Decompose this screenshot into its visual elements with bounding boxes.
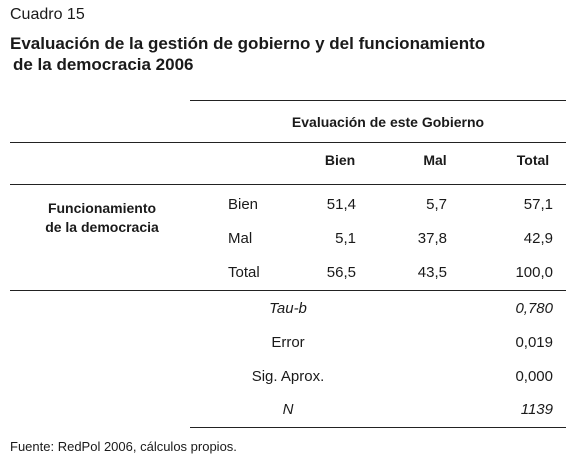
table-cell: 43,5 bbox=[417, 264, 447, 281]
table-cell: 42,9 bbox=[523, 230, 553, 247]
row-group-label: Funcionamiento de la democracia bbox=[32, 199, 172, 237]
table-cell: 51,4 bbox=[326, 196, 356, 213]
column-header-mal: Mal bbox=[423, 152, 447, 168]
stat-value-sig: 0,000 bbox=[515, 368, 553, 385]
rule-bottom bbox=[190, 427, 566, 428]
stat-label-error: Error bbox=[271, 334, 305, 351]
rule-stats bbox=[10, 290, 566, 291]
group-header: Evaluación de este Gobierno bbox=[291, 114, 485, 130]
table-title-line-2: de la democracia 2006 bbox=[13, 55, 194, 74]
table-cell: 100,0 bbox=[515, 264, 553, 281]
source-note: Fuente: RedPol 2006, cálculos propios. bbox=[10, 439, 237, 454]
row-group-label-line-1: Funcionamiento bbox=[47, 200, 157, 216]
stat-value-error: 0,019 bbox=[515, 334, 553, 351]
stat-label-sig: Sig. Aprox. bbox=[251, 368, 325, 385]
table-caption: Cuadro 15 bbox=[10, 6, 85, 23]
stat-label-n: N bbox=[282, 401, 294, 418]
rule-header bbox=[10, 142, 566, 143]
row-label-total: Total bbox=[228, 264, 260, 281]
stat-value-n: 1139 bbox=[520, 401, 553, 418]
column-header-bien: Bien bbox=[324, 152, 356, 168]
table-title: Evaluación de la gestión de gobierno y d… bbox=[10, 33, 485, 75]
stat-value-tau-b: 0,780 bbox=[515, 300, 553, 317]
row-label-mal: Mal bbox=[228, 230, 253, 247]
table-cell: 57,1 bbox=[523, 196, 553, 213]
table-cell: 37,8 bbox=[417, 230, 447, 247]
table-cell: 5,7 bbox=[426, 196, 447, 213]
row-group-label-line-2: de la democracia bbox=[45, 219, 159, 235]
row-label-bien: Bien bbox=[228, 196, 259, 213]
rule-body bbox=[10, 184, 566, 185]
column-header-total: Total bbox=[516, 152, 550, 168]
stat-label-tau-b: Tau-b bbox=[269, 300, 307, 317]
rule-top bbox=[190, 100, 566, 101]
table-cell: 56,5 bbox=[326, 264, 356, 281]
table-cell: 5,1 bbox=[335, 230, 356, 247]
table-title-line-1: Evaluación de la gestión de gobierno y d… bbox=[10, 34, 486, 53]
